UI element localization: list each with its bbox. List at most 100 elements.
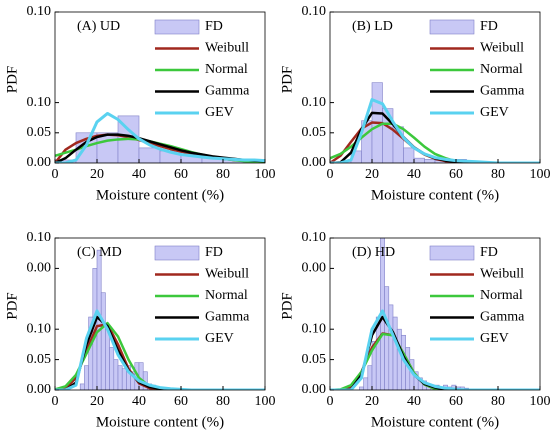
axes-frame <box>54 237 266 391</box>
bar <box>105 328 110 390</box>
y-tick-label: 0.00 <box>302 382 327 397</box>
plot-area <box>330 82 540 163</box>
legend-label: GEV <box>205 331 234 346</box>
curve <box>330 309 540 390</box>
axes-frame <box>329 11 541 164</box>
y-tick-label: 0.00 <box>302 155 327 170</box>
x-tick-label: 60 <box>449 394 463 409</box>
bar <box>367 365 373 390</box>
curve <box>55 111 265 163</box>
bar <box>359 386 364 390</box>
y-axis-label: PDF <box>4 66 20 94</box>
bar <box>100 292 106 390</box>
y-tick-label: 0.10 <box>302 230 327 245</box>
y-tick-label: 0.00 <box>27 261 52 276</box>
curve <box>55 309 265 390</box>
x-tick-label: 20 <box>90 394 104 409</box>
legend-swatch <box>154 19 200 35</box>
legend-label: Normal <box>205 288 248 303</box>
y-tick-label: 0.00 <box>27 382 52 397</box>
axes-frame <box>54 11 266 164</box>
bar <box>79 383 85 390</box>
bar <box>388 304 394 390</box>
legend-swatch <box>429 245 475 261</box>
bar <box>424 159 436 163</box>
legend-label: FD <box>205 19 223 34</box>
curve <box>330 98 540 163</box>
x-tick-label: 0 <box>52 167 59 182</box>
y-tick-label: 0.05 <box>27 352 52 367</box>
x-tick-label: 0 <box>327 394 334 409</box>
legend-label: FD <box>480 19 498 34</box>
legend-label: GEV <box>480 105 509 120</box>
legend-label: FD <box>205 245 223 260</box>
y-tick-label: 0.00 <box>27 155 52 170</box>
x-tick-label: 0 <box>327 167 334 182</box>
bar <box>413 157 425 163</box>
curve <box>330 122 540 163</box>
bar <box>113 359 119 390</box>
bar <box>403 147 415 163</box>
y-tick-label: 0.10 <box>302 95 327 110</box>
bar <box>109 347 115 390</box>
y-tick-label: 0.05 <box>302 125 327 140</box>
y-tick-label: 0.10 <box>27 230 52 245</box>
bar <box>363 377 369 390</box>
x-tick-label: 80 <box>216 167 230 182</box>
x-tick-label: 80 <box>216 394 230 409</box>
panel-title: (A) UD <box>77 19 120 34</box>
x-axis-label: Moisture content (%) <box>96 187 224 203</box>
panel: 0 20 40 60 80 100 0.00 0.05 0.10 0.00 0.10 Moisture… <box>4 230 275 430</box>
bar <box>121 368 127 390</box>
axes-frame <box>329 237 541 391</box>
y-tick-label: 0.10 <box>27 321 52 336</box>
legend-label: Weibull <box>480 41 524 56</box>
x-tick-label: 60 <box>449 167 463 182</box>
y-tick-label: 0.00 <box>302 261 327 276</box>
panel-title: (C) MD <box>77 245 122 260</box>
panel: 0 20 40 60 80 100 0.00 0.05 0.10 0.10 Moisture con… <box>279 4 550 203</box>
legend-label: Weibull <box>205 267 249 282</box>
x-tick-label: 0 <box>52 394 59 409</box>
x-axis-label: Moisture content (%) <box>371 187 499 203</box>
x-tick-label: 60 <box>174 167 188 182</box>
y-tick-label: 0.10 <box>302 4 327 19</box>
x-axis-label: Moisture content (%) <box>371 414 499 430</box>
legend-label: Normal <box>480 288 523 303</box>
legend-label: Normal <box>480 62 523 77</box>
plot-area <box>55 249 265 390</box>
x-tick-label: 100 <box>255 394 276 409</box>
legend-label: Gamma <box>205 84 250 99</box>
legend-label: GEV <box>205 105 234 120</box>
x-tick-label: 40 <box>407 167 421 182</box>
legend-swatch <box>429 19 475 35</box>
legend-label: Normal <box>205 62 248 77</box>
panel-title: (D) HD <box>352 245 395 260</box>
bar <box>392 316 398 390</box>
x-tick-label: 100 <box>530 394 550 409</box>
bar <box>396 328 402 390</box>
y-tick-label: 0.05 <box>302 352 327 367</box>
legend-label: Gamma <box>205 310 250 325</box>
y-axis-label: PDF <box>279 292 295 320</box>
y-tick-label: 0.05 <box>27 125 52 140</box>
panel: 0 20 40 60 80 100 0.00 0.05 0.10 0.10 Moisture con… <box>4 4 275 203</box>
x-tick-label: 100 <box>255 167 276 182</box>
legend-label: GEV <box>480 331 509 346</box>
x-tick-label: 80 <box>491 394 505 409</box>
bar <box>138 147 161 163</box>
x-tick-label: 40 <box>407 394 421 409</box>
panel: 0 20 40 60 80 100 0.00 0.05 0.10 0.00 0.10 Moisture… <box>279 230 550 430</box>
x-tick-label: 20 <box>90 167 104 182</box>
legend-label: Gamma <box>480 310 525 325</box>
y-tick-label: 0.10 <box>27 95 52 110</box>
x-tick-label: 40 <box>132 167 146 182</box>
plot-area <box>330 238 540 390</box>
legend-label: Weibull <box>205 41 249 56</box>
x-tick-label: 80 <box>491 167 505 182</box>
y-tick-label: 0.10 <box>27 4 52 19</box>
y-axis-label: PDF <box>4 292 20 320</box>
legend-label: Gamma <box>480 84 525 99</box>
bar <box>117 365 123 390</box>
